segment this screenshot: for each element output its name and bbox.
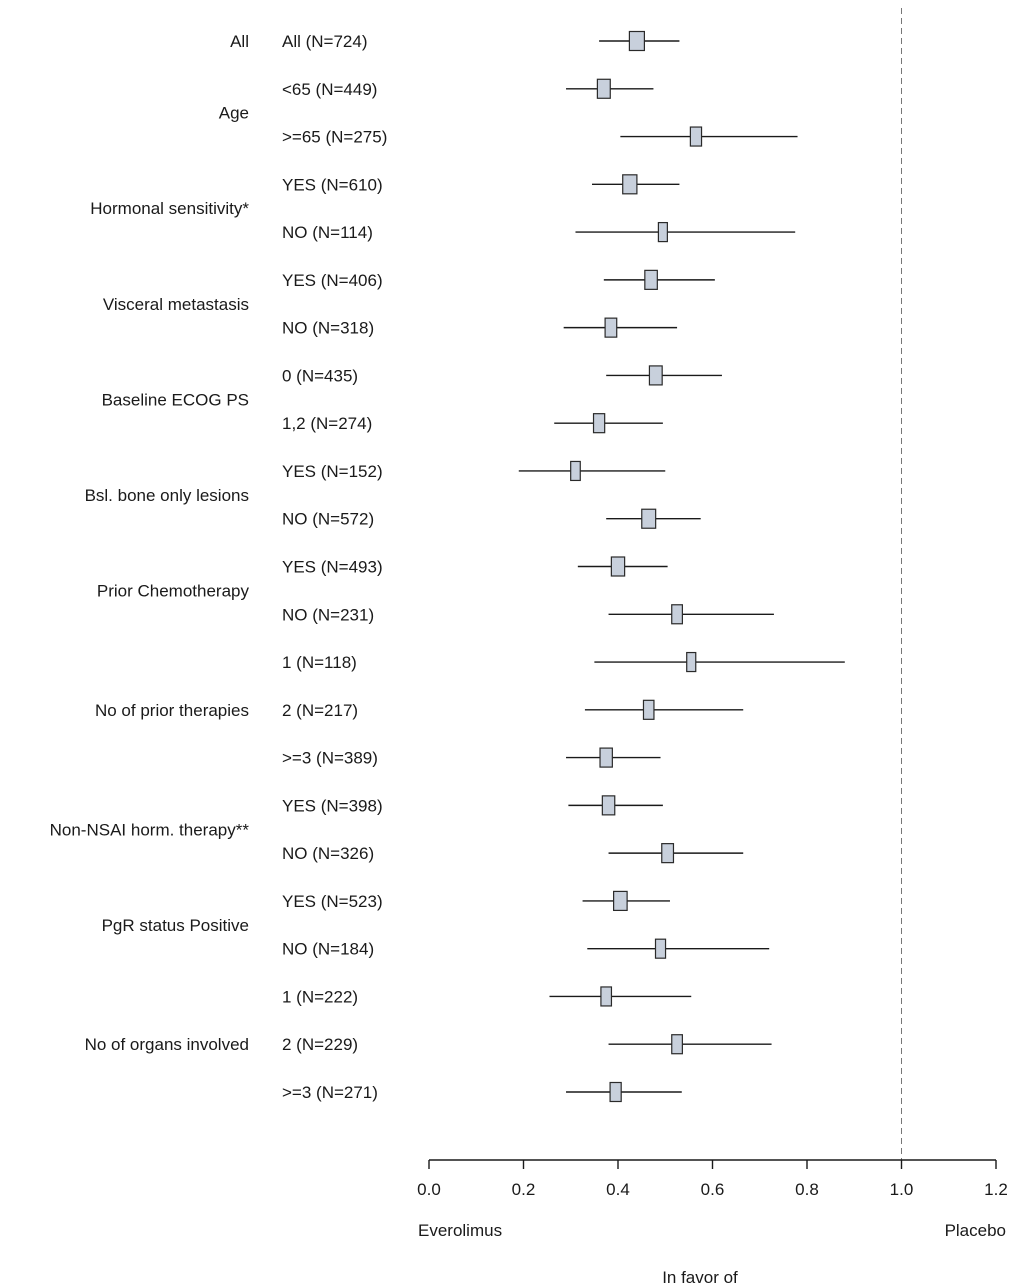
estimate-box — [628, 30, 646, 52]
estimate-box — [671, 604, 683, 625]
group-label: Prior Chemotherapy — [97, 581, 250, 600]
estimate-box — [596, 78, 611, 99]
estimate-box — [689, 126, 703, 147]
estimate-box — [661, 843, 675, 864]
estimate-box — [604, 317, 618, 338]
left-favor-label: Everolimus — [418, 1221, 502, 1240]
row-label: YES (N=152) — [282, 462, 383, 481]
row-label: YES (N=406) — [282, 271, 383, 290]
group-labels: All Age Hormonal sensitivity* Visceral meta… — [50, 32, 250, 1054]
x-tick-label: 0.6 — [701, 1180, 725, 1199]
estimate-box — [592, 413, 606, 434]
estimate-box — [613, 890, 628, 912]
estimate-box — [609, 1081, 622, 1103]
estimate-box — [642, 699, 655, 720]
group-label: Visceral metastasis — [103, 295, 249, 314]
row-label: 0 (N=435) — [282, 366, 358, 385]
row-label: 1,2 (N=274) — [282, 414, 372, 433]
estimate-box — [601, 795, 616, 816]
group-label: No of prior therapies — [95, 701, 249, 720]
group-label: No of organs involved — [85, 1035, 249, 1054]
estimate-box — [600, 986, 613, 1007]
group-label: Bsl. bone only lesions — [85, 486, 249, 505]
row-label: All (N=724) — [282, 32, 368, 51]
x-tick-label: 1.2 — [984, 1180, 1008, 1199]
x-tick-label: 0.0 — [417, 1180, 441, 1199]
group-label: Non-NSAI horm. therapy** — [50, 820, 250, 839]
group-label: PgR status Positive — [102, 916, 249, 935]
group-label: Hormonal sensitivity* — [90, 199, 249, 218]
group-label: Age — [219, 104, 249, 123]
x-tick-label: 1.0 — [890, 1180, 914, 1199]
row-label: YES (N=493) — [282, 558, 383, 577]
row-label: YES (N=610) — [282, 175, 383, 194]
row-label: >=3 (N=389) — [282, 749, 378, 768]
estimate-box — [686, 651, 697, 673]
estimate-box — [610, 556, 626, 577]
estimate-box — [622, 174, 638, 195]
row-label: <65 (N=449) — [282, 80, 377, 99]
row-label: NO (N=318) — [282, 319, 374, 338]
row-label: NO (N=231) — [282, 605, 374, 624]
estimate-marks — [518, 30, 845, 1103]
row-label: 2 (N=229) — [282, 1035, 358, 1054]
estimate-box — [641, 508, 657, 529]
row-label: NO (N=184) — [282, 940, 374, 959]
x-axis: 0.0 0.2 0.4 0.6 0.8 1.0 1.2 — [417, 1159, 1008, 1199]
x-tick-label: 0.2 — [512, 1180, 536, 1199]
row-label: YES (N=398) — [282, 796, 383, 815]
estimate-box — [570, 460, 581, 482]
axis-footer-labels: Everolimus Placebo In favor of — [418, 1221, 1006, 1285]
row-label: NO (N=326) — [282, 844, 374, 863]
estimate-box — [644, 269, 658, 290]
right-favor-label: Placebo — [945, 1221, 1006, 1240]
estimate-box — [648, 365, 663, 386]
row-label: >=3 (N=271) — [282, 1083, 378, 1102]
x-tick-label: 0.4 — [606, 1180, 630, 1199]
row-label: YES (N=523) — [282, 892, 383, 911]
row-label: NO (N=114) — [282, 223, 373, 242]
estimate-box — [657, 221, 668, 243]
bottom-favor-label: In favor of — [662, 1268, 738, 1285]
estimate-box — [599, 747, 613, 768]
row-label: 1 (N=222) — [282, 987, 358, 1006]
estimate-box — [654, 938, 667, 959]
row-label: 2 (N=217) — [282, 701, 358, 720]
estimate-box — [671, 1034, 683, 1055]
group-label: Baseline ECOG PS — [102, 390, 249, 409]
row-label: NO (N=572) — [282, 510, 374, 529]
group-label: All — [230, 32, 249, 51]
x-tick-label: 0.8 — [795, 1180, 819, 1199]
row-label: >=65 (N=275) — [282, 128, 387, 147]
row-label: 1 (N=118) — [282, 653, 357, 672]
row-labels: All (N=724) <65 (N=449) >=65 (N=275) YES (N… — [282, 32, 387, 1102]
